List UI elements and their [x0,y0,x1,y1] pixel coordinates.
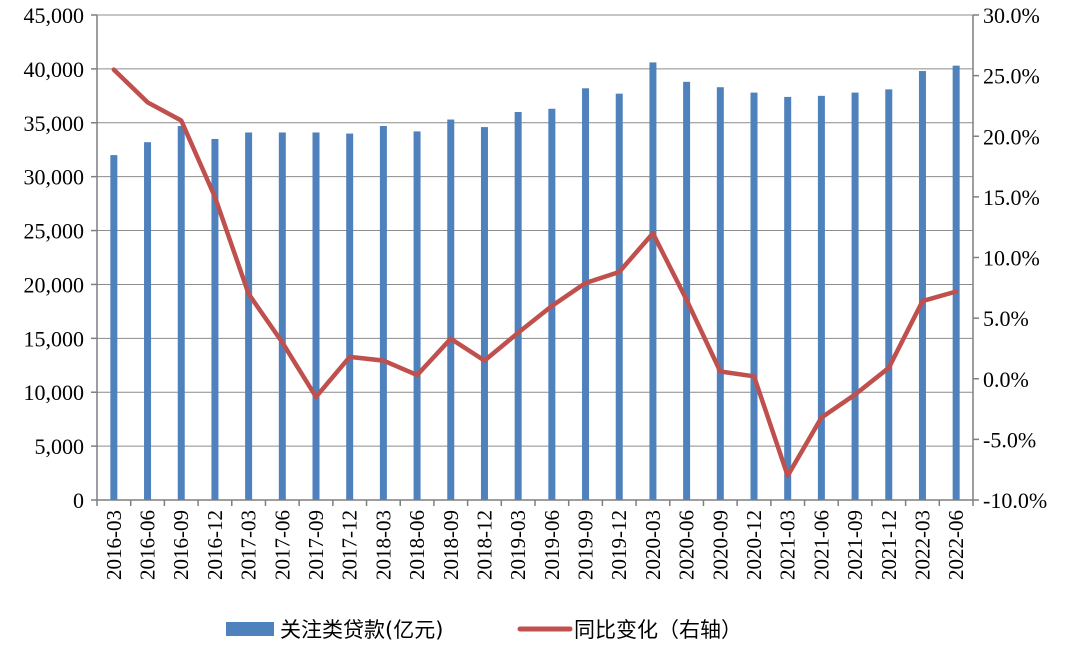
x-tick-label: 2017-06 [270,510,294,580]
left-tick-label: 0 [73,488,84,513]
yoy-change-line [111,67,959,479]
right-tick-label: 30.0% [983,3,1040,28]
right-tick-label: -10.0% [983,488,1047,513]
x-axis-ticks: 2016-03 2016-06 2016-09 2016-12 2017-03 2017-… [102,510,968,580]
bar [312,132,320,500]
x-tick-label: 2020-12 [742,510,766,580]
x-tick-label: 2021-09 [843,510,867,580]
bar [582,88,590,501]
bar [514,112,522,500]
x-tick-label: 2021-06 [809,510,833,580]
legend-label-bar: 关注类贷款(亿元) [280,618,443,642]
x-tick-label: 2019-06 [540,510,564,580]
bar [346,133,354,501]
right-tick-label: -5.0% [983,427,1036,452]
right-tick-label: 10.0% [983,246,1040,271]
left-tick-label: 15,000 [24,326,85,351]
x-tick-label: 2018-09 [439,510,463,580]
bar [480,127,488,500]
x-tick-label: 2020-09 [708,510,732,580]
x-tick-label: 2017-03 [237,510,261,580]
x-tick-label: 2016-03 [102,510,126,580]
x-tick-label: 2022-03 [911,510,935,580]
left-tick-label: 45,000 [24,3,85,28]
bar [615,93,623,500]
bar [144,142,152,500]
x-tick-label: 2018-03 [371,510,395,580]
bar [110,155,118,500]
bar [817,95,825,500]
left-axis-ticks: 0 5,000 10,000 15,000 20,000 25,000 30,000 35,0… [24,3,85,513]
left-tick-label: 35,000 [24,111,85,136]
x-tick-label: 2020-03 [641,510,665,580]
x-tick-label: 2017-09 [304,510,328,580]
x-tick-label: 2021-12 [877,510,901,580]
left-tick-label: 5,000 [35,434,85,459]
bar [413,131,421,500]
left-tick-label: 10,000 [24,380,85,405]
left-tick-label: 20,000 [24,272,85,297]
bar [918,71,926,501]
legend-swatch-bar [226,622,274,636]
line-series [111,67,959,479]
right-tick-label: 0.0% [983,367,1029,392]
right-tick-label: 5.0% [983,306,1029,331]
x-tick-label: 2019-03 [506,510,530,580]
legend: 关注类贷款(亿元) 同比变化（右轴） [226,618,742,642]
left-tick-label: 40,000 [24,57,85,82]
right-tick-label: 25.0% [983,64,1040,89]
x-tick-label: 2022-06 [944,510,968,580]
bar [447,119,455,501]
left-tick-label: 25,000 [24,219,85,244]
axes [91,14,979,506]
bar [683,81,691,501]
right-tick-label: 15.0% [983,185,1040,210]
bar [784,96,792,501]
bar [750,92,758,500]
x-tick-label: 2020-06 [675,510,699,580]
bar [278,132,286,500]
bar [245,132,253,500]
bar [379,126,387,500]
bar [851,92,859,500]
x-tick-label: 2019-09 [574,510,598,580]
right-axis-ticks: -10.0% -5.0% 0.0% 5.0% 10.0% 15.0% 20.0% 25.0% 3… [983,3,1047,513]
bar [716,87,724,500]
x-tick-label: 2016-12 [203,510,227,580]
right-tick-label: 20.0% [983,124,1040,149]
bar [649,62,657,501]
x-tick-label: 2018-06 [405,510,429,580]
x-tick-label: 2017-12 [338,510,362,580]
x-tick-label: 2018-12 [473,510,497,580]
bar [211,138,219,500]
bar [952,65,960,501]
left-tick-label: 30,000 [24,165,85,190]
x-tick-label: 2016-09 [169,510,193,580]
bar-series [110,62,960,501]
x-tick-label: 2019-12 [607,510,631,580]
x-tick-label: 2016-06 [136,510,160,580]
bar [885,89,893,500]
legend-label-line: 同比变化（右轴） [574,618,742,642]
x-tick-label: 2021-03 [776,510,800,580]
bar [177,126,185,500]
